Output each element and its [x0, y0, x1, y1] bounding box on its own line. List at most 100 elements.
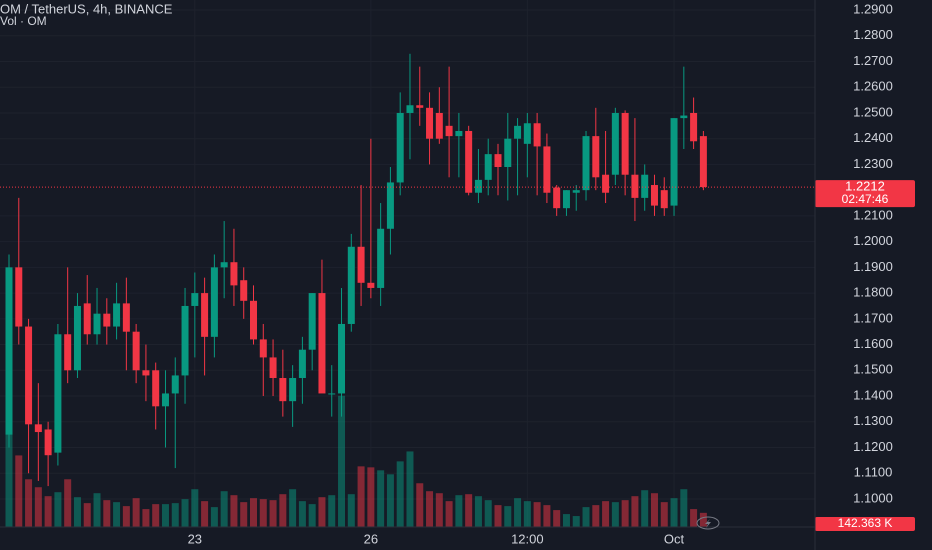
candle-body: [122, 303, 130, 332]
candle-body: [289, 378, 297, 402]
volume-bar: [328, 495, 336, 527]
volume-bar: [377, 470, 385, 527]
volume-bar: [699, 512, 707, 527]
volume-bar: [230, 495, 238, 527]
y-tick-label: 1.1400: [853, 387, 893, 402]
candle-body: [298, 349, 306, 379]
candle-body: [416, 105, 424, 108]
y-tick-label: 1.2600: [853, 79, 893, 94]
candle-body: [514, 125, 522, 139]
volume-bar: [113, 502, 121, 527]
y-tick-label: 1.1900: [853, 259, 893, 274]
y-tick-label: 1.1100: [854, 465, 893, 480]
volume-tag: [815, 517, 915, 531]
candle-body: [592, 136, 600, 178]
volume-bar: [445, 501, 453, 527]
y-tick-label: 1.1500: [853, 362, 893, 377]
candle-body: [338, 323, 346, 394]
volume-bar: [73, 497, 81, 527]
volume-bar: [103, 500, 111, 527]
candle-body: [396, 112, 404, 183]
candle-body: [699, 136, 707, 188]
volume-bar: [210, 507, 218, 527]
volume-bar: [533, 502, 541, 527]
y-tick-label: 1.2700: [853, 53, 893, 68]
volume-bar: [181, 499, 189, 527]
candle-body: [621, 112, 629, 175]
volume-bar: [191, 489, 199, 527]
volume-bar: [122, 506, 130, 527]
candle-body: [103, 313, 111, 327]
candle-body: [308, 293, 316, 350]
candle-body: [328, 393, 336, 395]
x-tick-label: 23: [188, 531, 202, 546]
volume-bar: [161, 504, 169, 527]
volume-bar: [259, 499, 267, 527]
candle-body: [631, 174, 639, 198]
candle-body: [5, 267, 13, 435]
candle-body: [347, 246, 355, 324]
candle-body: [142, 370, 150, 376]
candle-body: [152, 370, 160, 407]
candle-body: [602, 174, 610, 193]
candle-body: [611, 112, 619, 175]
last-price-tag: [815, 180, 915, 208]
candle-body: [543, 146, 551, 193]
candle-body: [201, 293, 209, 337]
candle-body: [240, 280, 248, 301]
y-tick-label: 1.1300: [853, 413, 893, 428]
candle-body: [250, 300, 257, 340]
volume-bar: [289, 489, 297, 527]
volume-bar: [201, 501, 209, 527]
y-tick-label: 1.2800: [853, 27, 893, 42]
volume-bar: [660, 502, 668, 527]
volume-bar: [152, 504, 160, 527]
volume-bar: [435, 493, 443, 527]
candle-body: [680, 115, 688, 119]
candle-body: [562, 190, 570, 209]
volume-bar: [64, 479, 72, 527]
lightning-icon: [696, 516, 720, 530]
candle-body: [523, 123, 531, 144]
y-tick-label: 1.1800: [853, 285, 893, 300]
volume-bar: [416, 483, 424, 527]
chart-title: OM / TetherUS, 4h, BINANCE: [0, 1, 173, 16]
volume-bar: [44, 496, 52, 527]
volume-bar: [220, 491, 228, 527]
candle-body: [474, 179, 482, 193]
volume-bar: [298, 501, 306, 527]
volume-bar: [269, 500, 277, 527]
volume-bar: [572, 516, 580, 527]
y-tick-label: 1.2100: [853, 207, 893, 222]
candle-body: [494, 154, 502, 168]
candle-body: [641, 174, 649, 198]
y-tick-label: 1.2300: [853, 156, 893, 171]
candle-body: [465, 130, 473, 193]
candle-body: [210, 267, 218, 337]
last-price-label: 1.2212: [845, 179, 885, 194]
x-tick-label: 26: [364, 531, 378, 546]
chart-subtitle: Vol · OM: [0, 14, 47, 28]
volume-bar: [83, 503, 91, 527]
x-tick-label: Oct: [664, 531, 685, 546]
volume-pane: [5, 395, 707, 527]
volume-bar: [562, 514, 570, 527]
volume-bar: [474, 496, 482, 527]
candle-body: [553, 187, 561, 209]
candle-body: [386, 182, 394, 229]
volume-bar: [582, 507, 590, 527]
candle-body: [279, 378, 287, 402]
candle-body: [83, 303, 91, 335]
y-tick-label: 1.1600: [853, 336, 893, 351]
candle-body: [426, 107, 434, 139]
candle-body: [132, 331, 140, 371]
volume-bar: [25, 479, 33, 527]
candle-body: [171, 375, 179, 394]
candle-body: [377, 228, 385, 288]
volume-bar: [171, 503, 179, 527]
candle-body: [455, 130, 463, 137]
candles: [5, 53, 707, 487]
